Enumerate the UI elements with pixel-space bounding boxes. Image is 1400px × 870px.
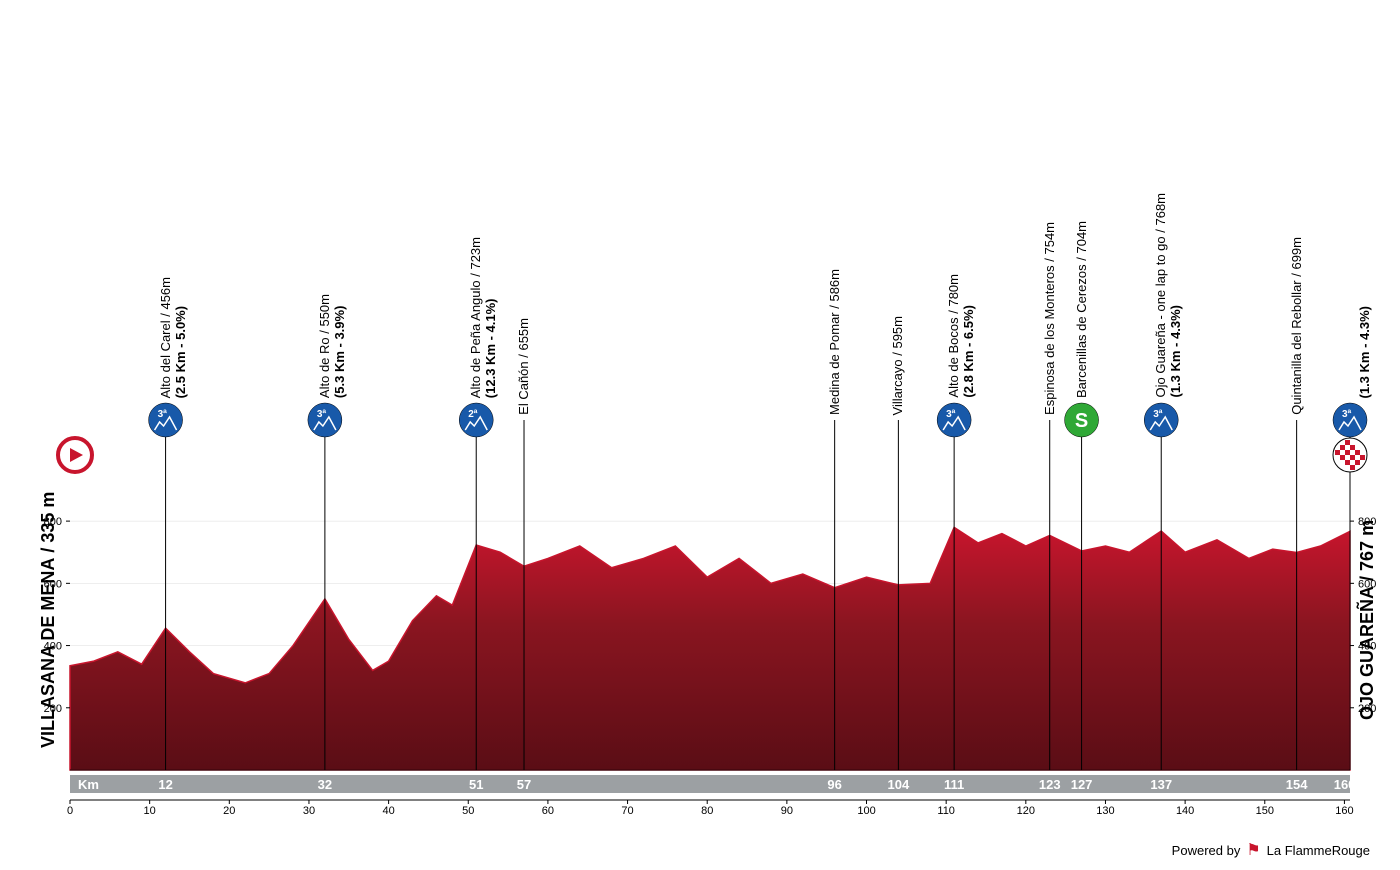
svg-text:S: S [1075, 410, 1088, 432]
svg-text:50: 50 [462, 805, 474, 817]
svg-text:2ª: 2ª [468, 409, 478, 420]
svg-text:160: 160 [1335, 805, 1353, 817]
attribution: Powered by ⚑ La FlammeRouge [1172, 840, 1370, 860]
poi-label: Ojo Guareña - one lap to go / 768m(1.3 K… [1153, 193, 1183, 398]
svg-text:120: 120 [1017, 805, 1035, 817]
svg-text:110: 110 [937, 805, 955, 817]
svg-text:111: 111 [944, 777, 964, 792]
svg-text:3ª: 3ª [1342, 409, 1352, 420]
poi-label: (1.3 Km - 4.3%) [1342, 306, 1372, 398]
svg-text:200: 200 [1358, 703, 1376, 715]
svg-text:90: 90 [781, 805, 793, 817]
svg-text:70: 70 [621, 805, 633, 817]
poi-label: Medina de Pomar / 586m [827, 269, 842, 415]
svg-text:32: 32 [318, 777, 332, 792]
svg-text:0: 0 [67, 805, 73, 817]
svg-text:600: 600 [1358, 578, 1376, 590]
svg-text:800: 800 [44, 516, 62, 528]
svg-text:137: 137 [1150, 777, 1172, 792]
poi-label: Alto del Carel / 456m(2.5 Km - 5.0%) [158, 277, 188, 398]
poi-label: Alto de Ro / 550m(5.3 Km - 3.9%) [317, 294, 347, 398]
svg-text:104: 104 [888, 777, 910, 792]
flamme-icon: ⚑ [1246, 840, 1260, 860]
poi-label: Alto de Bocos / 780m(2.8 Km - 6.5%) [946, 274, 976, 398]
svg-text:200: 200 [44, 703, 62, 715]
svg-text:3ª: 3ª [158, 409, 168, 420]
poi-label: Villarcayo / 595m [890, 316, 905, 415]
poi-label: El Cañón / 655m [516, 318, 531, 415]
svg-text:154: 154 [1286, 777, 1308, 792]
svg-text:3ª: 3ª [1153, 409, 1163, 420]
poi-label: Barcenillas de Cerezos / 704m [1074, 221, 1089, 398]
svg-text:800: 800 [1358, 516, 1376, 528]
svg-text:80: 80 [701, 805, 713, 817]
svg-text:140: 140 [1176, 805, 1194, 817]
svg-text:150: 150 [1256, 805, 1274, 817]
svg-text:96: 96 [827, 777, 841, 792]
svg-text:20: 20 [223, 805, 235, 817]
svg-text:123: 123 [1039, 777, 1061, 792]
svg-text:10: 10 [144, 805, 156, 817]
svg-text:130: 130 [1096, 805, 1114, 817]
svg-text:100: 100 [857, 805, 875, 817]
elevation-profile-chart: Km 200 200 400 400 600 600 800 800 0 10 20 30 40 50 60 7… [0, 0, 1400, 870]
svg-text:600: 600 [44, 578, 62, 590]
svg-text:12: 12 [158, 777, 172, 792]
svg-text:400: 400 [44, 641, 62, 653]
poi-label: Quintanilla del Rebollar / 699m [1289, 237, 1304, 415]
svg-text:30: 30 [303, 805, 315, 817]
poi-label: Alto de Peña Angulo / 723m(12.3 Km - 4.1… [468, 237, 498, 398]
svg-text:400: 400 [1358, 641, 1376, 653]
svg-text:3ª: 3ª [946, 409, 956, 420]
svg-text:40: 40 [382, 805, 394, 817]
poi-label: Espinosa de los Monteros / 754m [1042, 222, 1057, 415]
svg-text:Km: Km [78, 777, 99, 792]
svg-text:127: 127 [1071, 777, 1093, 792]
svg-text:60: 60 [542, 805, 554, 817]
svg-text:51: 51 [469, 777, 483, 792]
svg-text:3ª: 3ª [317, 409, 327, 420]
svg-text:57: 57 [517, 777, 531, 792]
svg-text:160,7: 160,7 [1334, 777, 1367, 792]
